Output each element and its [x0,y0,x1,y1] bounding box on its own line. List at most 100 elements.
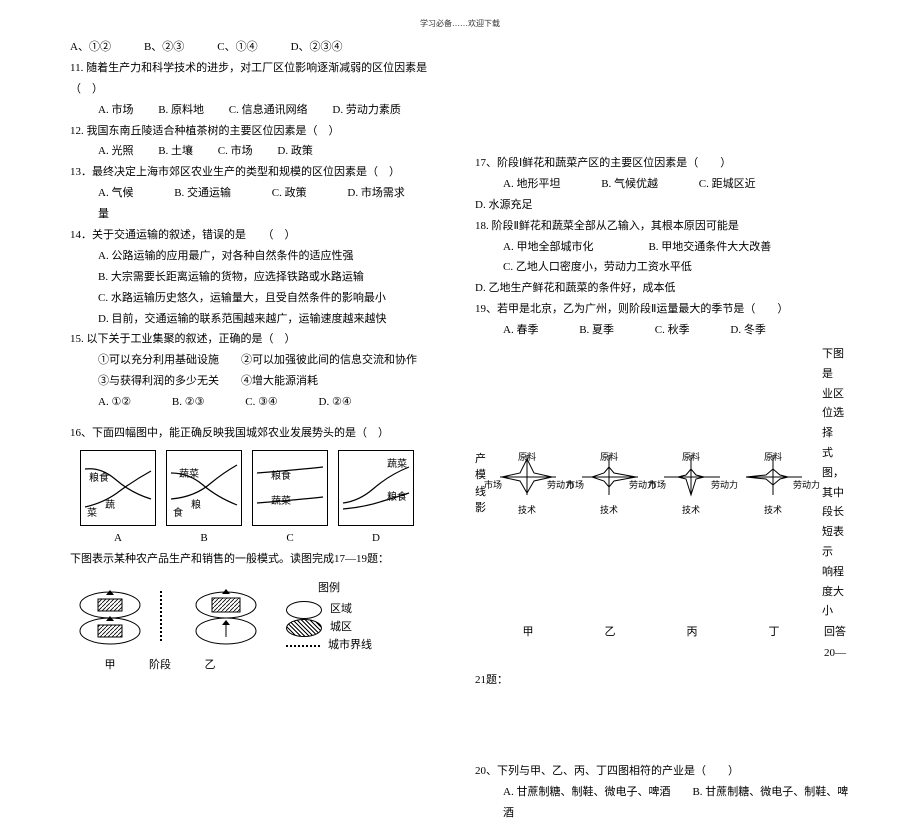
star-bing-bot: 技术 [682,502,700,519]
q17-opt-d: D. 水源充足 [475,195,850,216]
star-ding: 原料 劳动力 技术 [732,449,814,519]
legend-title: 图例 [286,578,372,599]
chart-b-label-x: 食 [173,504,183,523]
q13-opt-a: A. 气候 [98,187,133,199]
star-ding-top: 原料 [764,449,782,466]
q19-opt-d: D. 冬季 [730,324,765,336]
sr2: 式图，其中 [822,444,850,503]
star-name-yi: 乙 [569,622,651,664]
region-jia [70,587,150,645]
q18-opt-c: C. 乙地人口密度小，劳动力工资水平低 [475,257,850,278]
q17-opt-a: A. 地形平坦 [503,178,560,190]
q12-options: A. 光照 B. 土壤 C. 市场 D. 政策 [70,141,445,162]
q18-opt-d: D. 乙地生产鲜花和蔬菜的条件好，成本低 [475,278,850,299]
chart-b: 蔬菜 粮 食 [166,450,242,526]
star-ding-right: 劳动力 [793,477,820,494]
stage-labels: 甲 阶段 乙 [90,655,445,676]
chart-a-label-x: 菜 [87,504,97,523]
right-column: 17、阶段Ⅰ鲜花和蔬菜产区的主要区位因素是（ ） A. 地形平坦 B. 气候优越… [475,37,850,824]
star-bing-left: 市场 [648,477,666,494]
q17-stem: 17、阶段Ⅰ鲜花和蔬菜产区的主要区位因素是（ ） [475,153,850,174]
star-bing-top: 原料 [682,449,700,466]
legend-region-icon [286,601,322,619]
side-right-notes: 下图是 业区位选择 式图，其中 段长短表示 响程度大小 [822,345,850,622]
chart-name-b: B [166,528,242,549]
q13-stem: 13．最终决定上海市郊区农业生产的类型和规模的区位因素是（ ） [70,162,445,183]
q11-opt-c: C. 信息通讯网络 [229,104,308,116]
sr1: 业区位选择 [822,385,850,444]
q15-sub1: ①可以充分利用基础设施 ②可以加强彼此间的信息交流和协作 [70,350,445,371]
q17-19-intro: 下图表示某种农产品生产和销售的一般模式。读图完成17—19题： [70,549,445,570]
q14-opt-d: D. 目前，交通运输的联系范围越来越广，运输速度越来越快 [70,309,445,330]
q19-options: A. 春季 B. 夏季 C. 秋季 D. 冬季 [475,320,850,341]
star-name-jia: 甲 [487,622,569,664]
q15-opt-a: A. ①② [98,396,131,408]
yi-label: 乙 [190,655,230,676]
star-name-bing: 丙 [651,622,733,664]
chart-name-c: C [252,528,328,549]
q12-opt-a: A. 光照 [98,145,133,157]
q14-opt-b: B. 大宗需要长距离运输的货物，应选择铁路或水路运输 [70,267,445,288]
chart-name-d: D [338,528,414,549]
q11-opt-b: B. 原料地 [158,104,204,116]
q19-opt-c: C. 秋季 [655,324,690,336]
q17-opt-c: C. 距城区近 [699,178,756,190]
q17-options: A. 地形平坦 B. 气候优越 C. 距城区近 [475,174,850,195]
star-bing: 原料 劳动力 市场 技术 [650,449,732,519]
chart-name-a: A [80,528,156,549]
star-jia-bot: 技术 [518,502,536,519]
chart-b-label-top: 蔬菜 [179,465,199,484]
star-names-row: 甲 乙 丙 丁 回答20— [487,622,850,664]
stage-label: 阶段 [140,655,180,676]
q20-stem: 20、下列与甲、乙、丙、丁四图相符的产业是（ ） [475,761,850,782]
chart-b-label-bot: 粮 [191,496,201,515]
q12-stem: 12. 我国东南丘陵适合种植茶树的主要区位因素是（ ） [70,121,445,142]
q10-options: A、①② B、②③ C、①④ D、②③④ [70,37,445,58]
chart-c: 粮食 蔬菜 [252,450,328,526]
q15-opt-c: C. ③④ [245,396,278,408]
chart-c-label-bot: 蔬菜 [271,492,291,511]
q16-stem: 16、下面四幅图中，能正确反映我国城郊农业发展势头的是（ ） [70,423,445,444]
stage-diagram: 图例 区域 城区 城市界线 [70,578,445,655]
star-yi-top: 原料 [600,449,618,466]
chart-d-label-bot: 粮食 [387,488,407,507]
jia-label: 甲 [90,655,130,676]
q16-chart-names: A B C D [80,528,445,549]
q19-opt-a: A. 春季 [503,324,538,336]
left-column: A、①② B、②③ C、①④ D、②③④ 11. 随着生产力和科学技术的进步，对… [70,37,445,824]
sr4: 响程度大小 [822,563,850,622]
q13-options: A. 气候 B. 交通运输 C. 政策 D. 市场需求量 [70,183,445,225]
q17-opt-b: B. 气候优越 [601,178,658,190]
sl0: 产 [475,451,486,468]
q15-sub2: ③与获得利润的多少无关 ④增大能源消耗 [70,371,445,392]
legend-block: 图例 区域 城区 城市界线 [286,578,372,655]
q11-opt-a: A. 市场 [98,104,133,116]
q11-options: A. 市场 B. 原料地 C. 信息通讯网络 D. 劳动力素质 [70,100,445,121]
chart-a: 粮食 蔬 菜 [80,450,156,526]
sr0: 下图是 [822,345,850,385]
q15-opt-b: B. ②③ [172,396,205,408]
q11-stem: 11. 随着生产力和科学技术的进步，对工厂区位影响逐渐减弱的区位因素是（ ） [70,58,445,100]
q14-stem: 14．关于交通运输的叙述，错误的是 （ ） [70,225,445,246]
sl3: 影 [475,500,486,517]
star-jia-left: 市场 [484,477,502,494]
q12-opt-b: B. 土壤 [158,145,193,157]
q14-opt-c: C. 水路运输历史悠久，运输量大，且受自然条件的影响最小 [70,288,445,309]
chart-a-label-top: 粮食 [89,469,109,488]
q18-opt-ab: A. 甲地全部城市化 B. 甲地交通条件大大改善 [475,237,850,258]
legend-boundary-label: 城市界线 [328,635,372,656]
star-yi-bot: 技术 [600,502,618,519]
q19-opt-b: B. 夏季 [579,324,614,336]
page-header: 学习必备……欢迎下载 [0,0,920,37]
star-yi-left: 市场 [566,477,584,494]
q13-opt-d: D. 市场需求量 [98,187,405,220]
q15-stem: 15. 以下关于工业集聚的叙述，正确的是（ ） [70,329,445,350]
q15-options: A. ①② B. ②③ C. ③④ D. ②④ [70,392,445,413]
q13-opt-b: B. 交通运输 [174,187,231,199]
q16-charts: 粮食 蔬 菜 蔬菜 粮 食 粮食 蔬菜 [80,450,445,526]
q11-opt-d: D. 劳动力素质 [332,104,400,116]
q20-opts-ab: A. 甘蔗制糖、制鞋、微电子、啤酒 B. 甘蔗制糖、微电子、制鞋、啤酒 [475,782,850,824]
chart-a-label-bot: 蔬 [105,496,115,515]
two-column-layout: A、①② B、②③ C、①④ D、②③④ 11. 随着生产力和科学技术的进步，对… [0,37,920,824]
star-ding-bot: 技术 [764,502,782,519]
